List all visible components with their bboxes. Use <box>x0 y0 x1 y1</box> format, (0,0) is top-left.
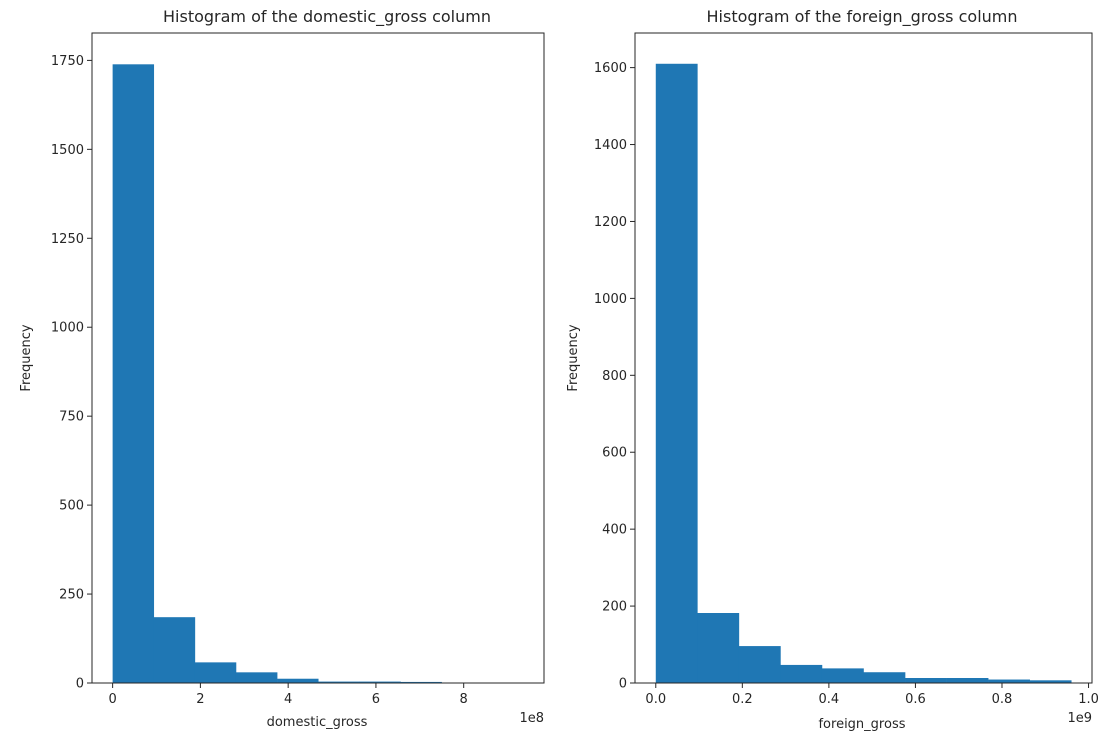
x-tick-label: 0.8 <box>992 692 1013 707</box>
histogram-bar <box>738 646 781 683</box>
x-ticks: 0.0 0.2 0.4 0.6 0.8 1.0 <box>645 683 1099 707</box>
y-tick-label: 0 <box>76 677 84 692</box>
y-tick-label: 1000 <box>594 292 627 307</box>
y-tick-label: 0 <box>619 677 627 692</box>
axes-frame <box>634 32 1093 684</box>
x-axis-label: domestic_gross <box>267 715 368 730</box>
x-tick-label: 4 <box>284 692 292 707</box>
y-tick-label: 750 <box>59 410 84 425</box>
histogram-bar <box>821 668 864 683</box>
y-tick-label: 250 <box>59 588 84 603</box>
x-tick-label: 8 <box>460 692 468 707</box>
y-ticks: 0 250 500 750 1000 1250 1500 1750 <box>51 54 92 692</box>
histogram-bar <box>988 679 1030 683</box>
chart-title: Histogram of the foreign_gross column <box>707 7 1018 27</box>
histogram-bar <box>153 617 196 683</box>
y-ticks: 0 200 400 600 800 1000 1200 1400 1600 <box>594 61 635 692</box>
x-tick-label: 0.2 <box>732 692 753 707</box>
x-tick-label: 0 <box>108 692 116 707</box>
y-tick-label: 1400 <box>594 138 627 153</box>
histogram-bar <box>946 678 989 683</box>
x-ticks: 0 2 4 6 8 <box>108 683 468 707</box>
histogram-bar <box>400 681 442 683</box>
x-tick-label: 0.6 <box>905 692 926 707</box>
y-tick-label: 200 <box>602 600 627 615</box>
y-tick-label: 1250 <box>51 232 84 247</box>
histogram-bar <box>318 681 360 683</box>
x-tick-label: 6 <box>372 692 380 707</box>
y-axis-label: Frequency <box>19 324 34 391</box>
histogram-bar <box>697 613 740 683</box>
foreign-gross-histogram: Histogram of the foreign_gross column 0.… <box>566 7 1099 732</box>
y-tick-label: 1600 <box>594 61 627 76</box>
histogram-bars <box>655 63 1072 684</box>
x-tick-label: 0.4 <box>819 692 840 707</box>
x-offset-label: 1e9 <box>1067 711 1092 726</box>
y-tick-label: 1750 <box>51 54 84 69</box>
y-tick-label: 1500 <box>51 143 84 158</box>
y-tick-label: 400 <box>602 523 627 538</box>
x-tick-label: 1.0 <box>1078 692 1099 707</box>
histogram-bar <box>655 63 698 684</box>
x-axis-label: foreign_gross <box>818 717 905 732</box>
histogram-bar <box>235 672 278 683</box>
axes-frame <box>91 32 545 684</box>
histogram-bar <box>359 681 401 683</box>
histogram-bar <box>863 672 906 683</box>
histogram-bar <box>277 678 319 683</box>
y-tick-label: 500 <box>59 499 84 514</box>
y-tick-label: 800 <box>602 369 627 384</box>
histogram-bar <box>905 678 947 683</box>
x-tick-label: 0.0 <box>645 692 666 707</box>
histogram-bar <box>1029 680 1072 683</box>
histogram-bars <box>112 64 525 683</box>
domestic-gross-histogram: Histogram of the domestic_gross column 0… <box>19 7 545 730</box>
histogram-bar <box>112 64 155 683</box>
y-tick-label: 1000 <box>51 321 84 336</box>
histogram-bar <box>780 664 823 683</box>
histogram-bar <box>194 662 237 683</box>
chart-title: Histogram of the domestic_gross column <box>163 7 491 27</box>
y-tick-label: 1200 <box>594 215 627 230</box>
x-tick-label: 2 <box>196 692 204 707</box>
x-offset-label: 1e8 <box>519 711 544 726</box>
y-axis-label: Frequency <box>566 324 581 391</box>
y-tick-label: 600 <box>602 446 627 461</box>
